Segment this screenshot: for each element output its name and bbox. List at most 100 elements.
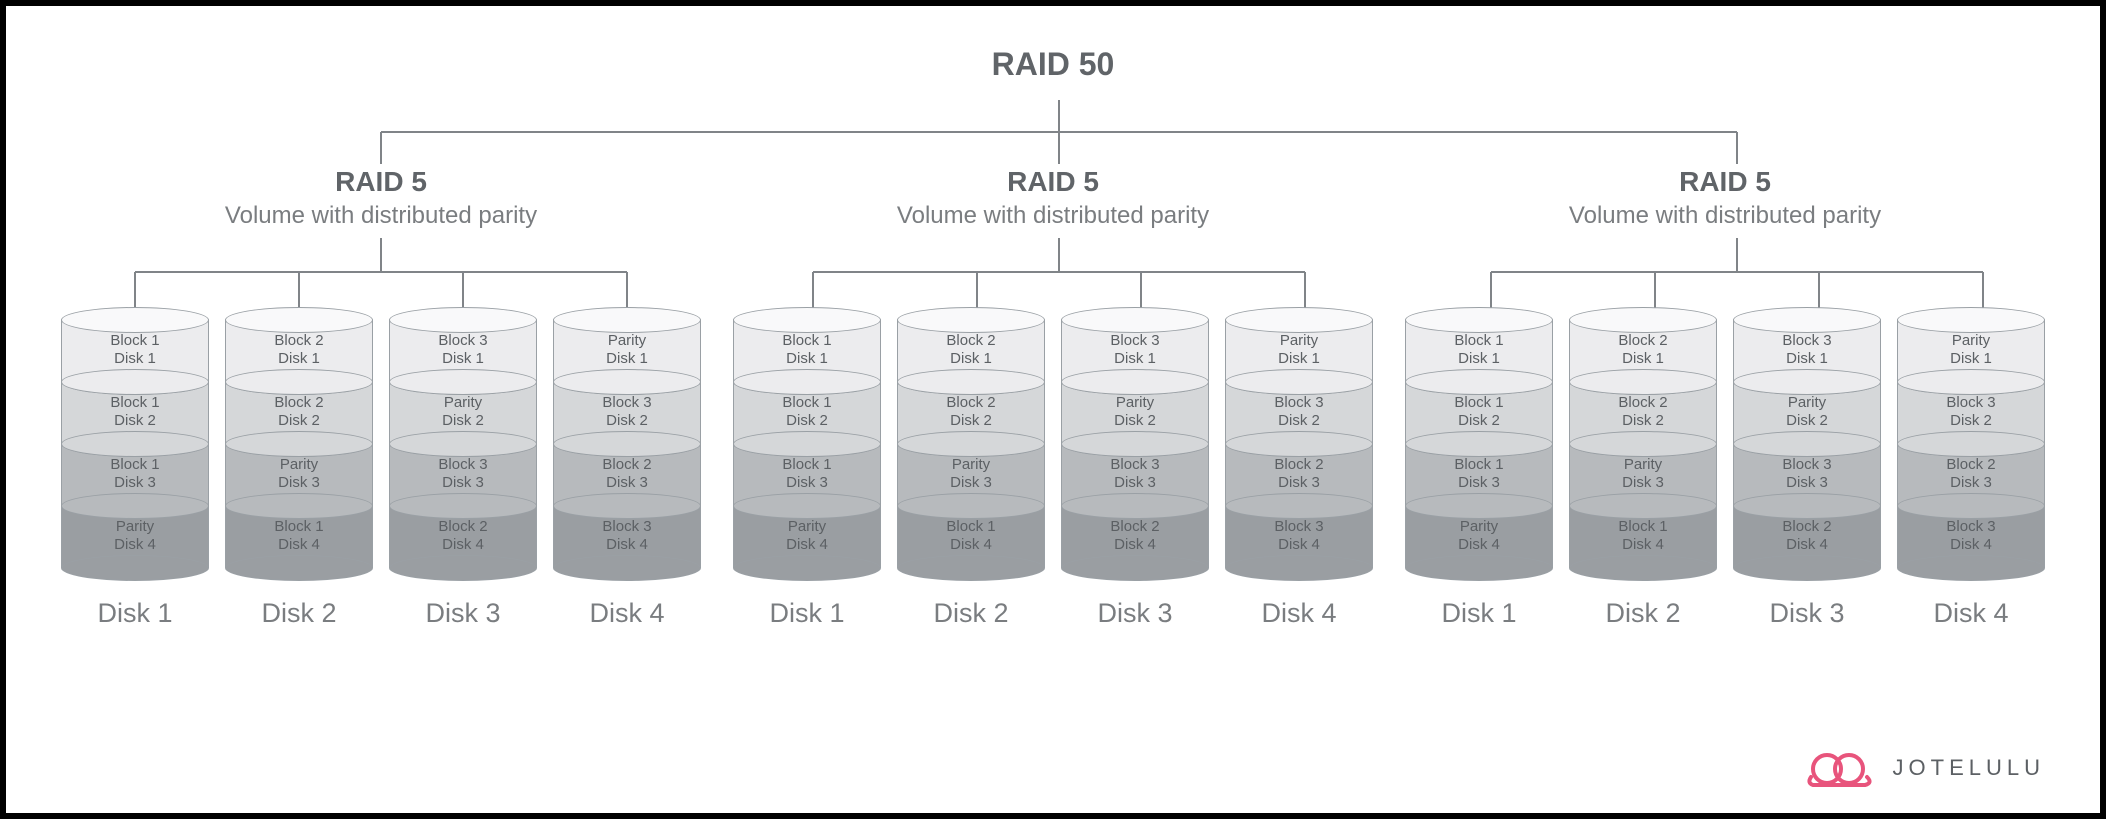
disk-stack: ParityDisk 4 Block 1Disk 3 Block 1Disk 2 Bl… — [733, 320, 881, 576]
disk-stack: Block 2Disk 4 Block 3Disk 3 ParityDisk 2 Bl… — [1061, 320, 1209, 576]
disk-column: Block 2Disk 4 Block 3Disk 3 ParityDisk 2 Bl… — [1061, 320, 1209, 629]
disk-column: Block 3Disk 4Block 2Disk 3Block 3Disk 2P… — [1897, 320, 2045, 629]
layer-label: ParityDisk 2 — [389, 394, 537, 430]
layer-label: Block 1Disk 1 — [61, 332, 209, 368]
disk-column: ParityDisk 4 Block 1Disk 3 Block 1Disk 2 Bl… — [1405, 320, 1553, 629]
disk-column: Block 1Disk 4 ParityDisk 3 Block 2Disk 2 Bl… — [1569, 320, 1717, 629]
disk-label: Disk 4 — [553, 598, 701, 629]
disk-label: Disk 2 — [1569, 598, 1717, 629]
disk-layer: Block 2Disk 1 — [1569, 320, 1717, 382]
disk-column: Block 1Disk 4 ParityDisk 3 Block 2Disk 2 Bl… — [897, 320, 1045, 629]
group-subtitle: Volume with distributed parity — [733, 202, 1373, 230]
disk-layer: Block 3Disk 1 — [389, 320, 537, 382]
raid5-group: RAID 5 Volume with distributed parity Pari… — [1405, 166, 2045, 629]
layer-label: Block 1Disk 3 — [1405, 456, 1553, 492]
disk-stack: Block 2Disk 4Block 3Disk 3ParityDisk 2Bl… — [1733, 320, 1881, 576]
layer-label: Block 3Disk 2 — [1897, 394, 2045, 430]
disk-column: ParityDisk 4 Block 1Disk 3 Block 1Disk 2 Bl… — [733, 320, 881, 629]
layer-label: ParityDisk 3 — [1569, 456, 1717, 492]
group-title: RAID 5 — [733, 166, 1373, 198]
layer-label: Block 2Disk 3 — [553, 456, 701, 492]
raid5-group: RAID 5 Volume with distributed parity Pari… — [61, 166, 701, 629]
footer-logo: JOTELULU — [1805, 747, 2045, 789]
disk-column: Block 3Disk 4 Block 2Disk 3 Block 3Disk 2 P… — [1225, 320, 1373, 629]
disk-label: Disk 4 — [1897, 598, 2045, 629]
disk-column: Block 2Disk 4Block 3Disk 3ParityDisk 2Bl… — [1733, 320, 1881, 629]
group-title: RAID 5 — [61, 166, 701, 198]
layer-label: Block 3Disk 2 — [1225, 394, 1373, 430]
layer-label: Block 1Disk 3 — [733, 456, 881, 492]
disk-layer: Block 1Disk 1 — [1405, 320, 1553, 382]
disks-row: ParityDisk 4 Block 1Disk 3 Block 1Disk 2 Bl… — [1405, 320, 2045, 629]
disk-label: Disk 3 — [389, 598, 537, 629]
disk-label: Disk 3 — [1061, 598, 1209, 629]
layer-label: Block 1Disk 4 — [897, 518, 1045, 554]
cloud-icon — [1805, 747, 1875, 789]
layer-label: Block 2Disk 4 — [389, 518, 537, 554]
disk-stack: Block 2Disk 4 Block 3Disk 3 ParityDisk 2 Bl… — [389, 320, 537, 576]
disks-row: ParityDisk 4Block 1Disk 3Block 1Disk 2Bl… — [61, 320, 701, 629]
disk-label: Disk 1 — [61, 598, 209, 629]
layer-label: Block 3Disk 4 — [1225, 518, 1373, 554]
raid50-diagram: RAID 50 RAID 5 Volume with distributed pa… — [0, 0, 2106, 819]
layer-label: Block 3Disk 3 — [1061, 456, 1209, 492]
disk-stack: Block 3Disk 4 Block 2Disk 3 Block 3Disk 2 P… — [1225, 320, 1373, 576]
disk-label: Disk 4 — [1225, 598, 1373, 629]
disk-column: Block 2Disk 4 Block 3Disk 3 ParityDisk 2 Bl… — [389, 320, 537, 629]
layer-label: Block 2Disk 2 — [225, 394, 373, 430]
disks-row: ParityDisk 4 Block 1Disk 3 Block 1Disk 2 Bl… — [733, 320, 1373, 629]
layer-label: ParityDisk 2 — [1733, 394, 1881, 430]
disk-layer: ParityDisk 1 — [1225, 320, 1373, 382]
layer-label: Block 2Disk 1 — [225, 332, 373, 368]
layer-label: Block 1Disk 4 — [1569, 518, 1717, 554]
disk-column: Block 3Disk 4Block 2Disk 3Block 3Disk 2P… — [553, 320, 701, 629]
layer-label: Block 3Disk 2 — [553, 394, 701, 430]
layer-label: Block 2Disk 2 — [1569, 394, 1717, 430]
disk-layer: Block 3Disk 1 — [1061, 320, 1209, 382]
layer-label: ParityDisk 4 — [733, 518, 881, 554]
layer-label: Block 1Disk 2 — [1405, 394, 1553, 430]
disk-layer: Block 3Disk 1 — [1733, 320, 1881, 382]
group-subtitle: Volume with distributed parity — [1405, 202, 2045, 230]
layer-label: Block 1Disk 2 — [733, 394, 881, 430]
disk-column: Block 1Disk 4ParityDisk 3Block 2Disk 2Bl… — [225, 320, 373, 629]
layer-label: Block 2Disk 1 — [897, 332, 1045, 368]
disk-layer: Block 2Disk 1 — [897, 320, 1045, 382]
layer-label: ParityDisk 1 — [1225, 332, 1373, 368]
brand-text: JOTELULU — [1893, 755, 2045, 781]
disk-layer: ParityDisk 1 — [553, 320, 701, 382]
layer-label: Block 3Disk 1 — [1061, 332, 1209, 368]
layer-label: Block 1Disk 3 — [61, 456, 209, 492]
disk-stack: Block 1Disk 4 ParityDisk 3 Block 2Disk 2 Bl… — [897, 320, 1045, 576]
disk-layer: Block 1Disk 1 — [733, 320, 881, 382]
layer-label: ParityDisk 1 — [1897, 332, 2045, 368]
layer-label: Block 3Disk 1 — [389, 332, 537, 368]
root-title: RAID 50 — [46, 46, 2060, 83]
layer-label: Block 1Disk 4 — [225, 518, 373, 554]
layer-label: Block 1Disk 1 — [1405, 332, 1553, 368]
layer-label: Block 2Disk 2 — [897, 394, 1045, 430]
disk-layer: Block 2Disk 1 — [225, 320, 373, 382]
disk-stack: Block 1Disk 4ParityDisk 3Block 2Disk 2Bl… — [225, 320, 373, 576]
layer-label: Block 2Disk 4 — [1061, 518, 1209, 554]
disk-label: Disk 2 — [225, 598, 373, 629]
layer-label: ParityDisk 4 — [61, 518, 209, 554]
layer-label: ParityDisk 1 — [553, 332, 701, 368]
disk-stack: Block 3Disk 4Block 2Disk 3Block 3Disk 2P… — [1897, 320, 2045, 576]
disk-stack: ParityDisk 4Block 1Disk 3Block 1Disk 2Bl… — [61, 320, 209, 576]
layer-label: Block 2Disk 3 — [1225, 456, 1373, 492]
raid-groups-row: RAID 5 Volume with distributed parity Pari… — [61, 166, 2045, 629]
layer-label: ParityDisk 2 — [1061, 394, 1209, 430]
disk-label: Disk 1 — [733, 598, 881, 629]
layer-label: Block 1Disk 1 — [733, 332, 881, 368]
layer-label: Block 3Disk 4 — [1897, 518, 2045, 554]
layer-label: Block 2Disk 1 — [1569, 332, 1717, 368]
group-subtitle: Volume with distributed parity — [61, 202, 701, 230]
layer-label: Block 3Disk 3 — [389, 456, 537, 492]
layer-label: ParityDisk 4 — [1405, 518, 1553, 554]
disk-stack: Block 3Disk 4Block 2Disk 3Block 3Disk 2P… — [553, 320, 701, 576]
layer-label: Block 3Disk 3 — [1733, 456, 1881, 492]
group-title: RAID 5 — [1405, 166, 2045, 198]
layer-label: ParityDisk 3 — [897, 456, 1045, 492]
disk-label: Disk 2 — [897, 598, 1045, 629]
